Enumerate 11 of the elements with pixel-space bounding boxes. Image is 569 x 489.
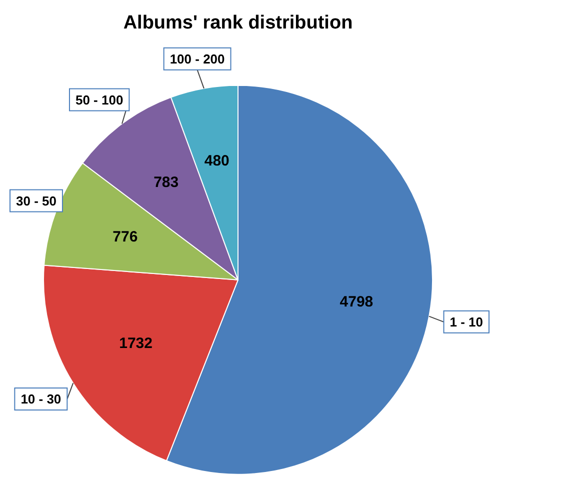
- data-label: 480: [204, 152, 230, 170]
- slice-label: 100 - 200: [170, 51, 225, 66]
- chart-title: Albums' rank distribution: [123, 12, 353, 34]
- slice-label: 10 - 30: [20, 392, 62, 407]
- data-label: 776: [112, 228, 138, 246]
- slice-label: 30 - 50: [16, 193, 56, 208]
- slice-label: 50 - 100: [75, 92, 124, 108]
- slice-label: 1 - 10: [450, 314, 484, 330]
- data-label: 783: [154, 174, 179, 192]
- data-label: 4798: [340, 294, 374, 311]
- data-label: 1732: [119, 335, 152, 352]
